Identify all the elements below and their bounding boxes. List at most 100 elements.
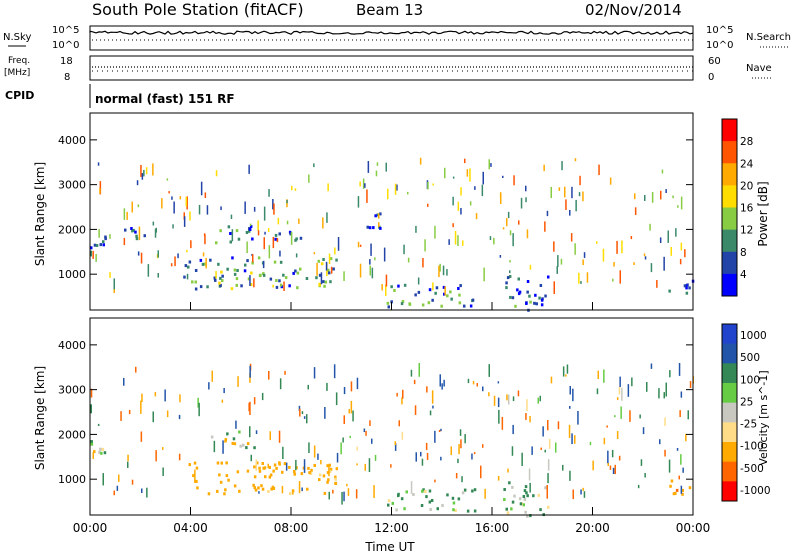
power-echo-streak bbox=[337, 237, 340, 251]
power-echo-streak bbox=[546, 210, 549, 217]
velocity-echo-streak bbox=[292, 490, 294, 495]
power-echo-streak bbox=[343, 271, 345, 281]
velocity-echo-streak bbox=[162, 467, 164, 476]
velocity-echo-cell bbox=[192, 474, 195, 478]
power-echo-streak bbox=[667, 230, 669, 243]
velocity-echo-streak bbox=[197, 397, 199, 408]
power-echo-streak bbox=[670, 247, 672, 256]
power-echo-cell bbox=[442, 285, 446, 289]
velocity-echo-streak bbox=[343, 415, 345, 424]
power-echo-streak bbox=[427, 181, 429, 190]
velocity-echo-cell bbox=[210, 435, 214, 439]
power-echo-cell bbox=[280, 285, 284, 289]
power-echo-cell bbox=[376, 213, 379, 217]
velocity-colorbar-tick-label: 500 bbox=[740, 352, 760, 364]
velocity-echo-cell bbox=[306, 487, 309, 491]
velocity-echo-cell bbox=[328, 463, 331, 467]
velocity-echo-streak bbox=[135, 366, 137, 373]
power-echo-streak bbox=[263, 237, 265, 250]
power-echo-cell bbox=[213, 276, 216, 280]
power-echo-streak bbox=[371, 267, 374, 279]
power-echo-cell bbox=[299, 267, 302, 271]
velocity-echo-streak bbox=[178, 453, 181, 461]
power-echo-cell bbox=[90, 246, 93, 250]
power-echo-streak bbox=[277, 217, 280, 225]
velocity-echo-streak bbox=[341, 492, 343, 505]
power-echo-streak bbox=[518, 220, 520, 225]
velocity-echo-streak bbox=[343, 491, 345, 502]
power-echo-cell bbox=[201, 262, 205, 266]
velocity-echo-cell bbox=[395, 508, 398, 512]
velocity-echo-streak bbox=[328, 466, 330, 477]
power-echo-streak bbox=[325, 261, 328, 271]
power-echo-streak bbox=[474, 186, 476, 190]
velocity-echo-streak bbox=[155, 450, 157, 462]
velocity-echo-cell bbox=[216, 489, 219, 493]
power-echo-cell bbox=[446, 294, 449, 298]
power-echo-cell bbox=[505, 281, 508, 285]
power-echo-streak bbox=[183, 212, 185, 220]
velocity-colorbar-swatch bbox=[722, 383, 737, 404]
velocity-colorbar-swatch bbox=[722, 402, 737, 423]
power-echo-streak bbox=[170, 263, 173, 267]
velocity-echo-streak bbox=[526, 399, 528, 412]
velocity-echo-streak bbox=[343, 387, 346, 395]
power-echo-cell bbox=[274, 237, 277, 241]
velocity-echo-cell bbox=[281, 470, 284, 474]
power-echo-streak bbox=[364, 183, 366, 188]
power-colorbar-tick-label: 4 bbox=[740, 269, 747, 281]
velocity-echo-cell bbox=[441, 504, 444, 507]
power-echo-streak bbox=[403, 244, 405, 255]
velocity-echo-streak bbox=[313, 367, 316, 379]
velocity-echo-cell bbox=[523, 489, 527, 493]
velocity-echo-cell bbox=[429, 508, 432, 511]
velocity-echo-cell bbox=[253, 446, 256, 450]
power-echo-streak bbox=[677, 205, 679, 208]
velocity-echo-streak bbox=[650, 363, 653, 369]
velocity-echo-streak bbox=[565, 374, 567, 377]
power-echo-streak bbox=[502, 175, 504, 178]
power-echo-cell bbox=[279, 283, 283, 287]
power-echo-streak bbox=[651, 192, 654, 203]
velocity-echo-cell bbox=[313, 464, 316, 467]
velocity-colorbar-swatch bbox=[722, 324, 737, 345]
power-echo-streak bbox=[157, 250, 159, 258]
velocity-echo-streak bbox=[348, 409, 350, 414]
velocity-echo-streak bbox=[525, 413, 527, 420]
velocity-echo-cell bbox=[424, 490, 427, 493]
power-echo-streak bbox=[173, 201, 175, 214]
velocity-echo-streak bbox=[426, 452, 429, 460]
velocity-echo-streak bbox=[390, 464, 392, 468]
power-echo-streak bbox=[575, 199, 577, 212]
noise-left-tick-high: 10^5 bbox=[52, 25, 79, 36]
velocity-echo-cell bbox=[525, 491, 528, 495]
power-echo-streak bbox=[264, 231, 266, 235]
power-echo-streak bbox=[183, 216, 186, 227]
power-echo-streak bbox=[396, 184, 398, 191]
velocity-echo-streak bbox=[429, 410, 432, 416]
power-echo-cell bbox=[506, 276, 510, 280]
velocity-echo-cell bbox=[334, 481, 338, 485]
velocity-echo-streak bbox=[621, 387, 623, 401]
velocity-echo-streak bbox=[629, 410, 631, 422]
power-echo-streak bbox=[295, 253, 298, 258]
power-echo-streak bbox=[381, 284, 383, 291]
velocity-echo-streak bbox=[355, 489, 358, 499]
power-echo-cell bbox=[262, 273, 266, 277]
power-echo-cell bbox=[237, 237, 241, 241]
velocity-echo-streak bbox=[346, 483, 348, 487]
power-echo-streak bbox=[586, 272, 589, 283]
power-echo-cell bbox=[143, 234, 146, 238]
velocity-echo-streak bbox=[320, 460, 322, 465]
freq-label: Freq. bbox=[8, 56, 30, 66]
power-echo-streak bbox=[378, 222, 380, 227]
velocity-echo-streak bbox=[678, 363, 681, 376]
velocity-echo-cell bbox=[387, 499, 391, 503]
power-echo-streak bbox=[137, 251, 140, 256]
velocity-echo-streak bbox=[614, 464, 616, 475]
velocity-echo-cell bbox=[219, 480, 223, 484]
velocity-echo-streak bbox=[301, 411, 304, 415]
velocity-echo-cell bbox=[544, 486, 547, 490]
velocity-echo-streak bbox=[618, 455, 621, 461]
velocity-colorbar-swatch bbox=[722, 343, 737, 364]
